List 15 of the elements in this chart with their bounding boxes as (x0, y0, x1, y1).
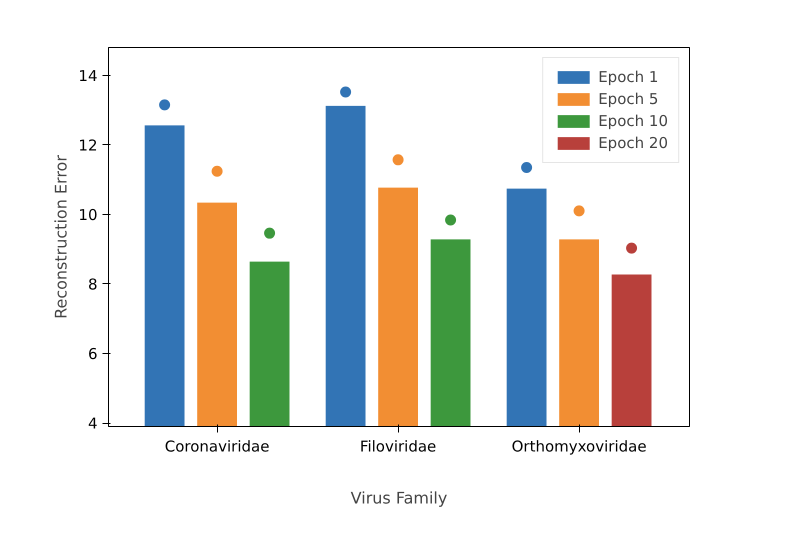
x-axis-title: Virus Family (350, 488, 448, 508)
legend-label: Epoch 20 (598, 134, 668, 152)
legend-label: Epoch 5 (598, 90, 658, 108)
y-tick-label: 4 (88, 414, 98, 433)
y-tick-label: 14 (78, 66, 98, 85)
x-tick-label: Filoviridae (360, 438, 436, 456)
y-tick-label: 10 (78, 206, 98, 224)
legend-label: Epoch 1 (598, 68, 658, 86)
y-tick-label: 6 (88, 344, 98, 363)
x-tick-label: Coronaviridae (164, 438, 270, 456)
y-tick-label: 8 (88, 275, 98, 294)
y-tick-label: 12 (78, 136, 98, 154)
y-axis-title: Reconstruction Error (51, 154, 70, 319)
x-tick-label: Orthomyxoviridae (512, 438, 647, 456)
legend-label: Epoch 10 (598, 112, 668, 130)
